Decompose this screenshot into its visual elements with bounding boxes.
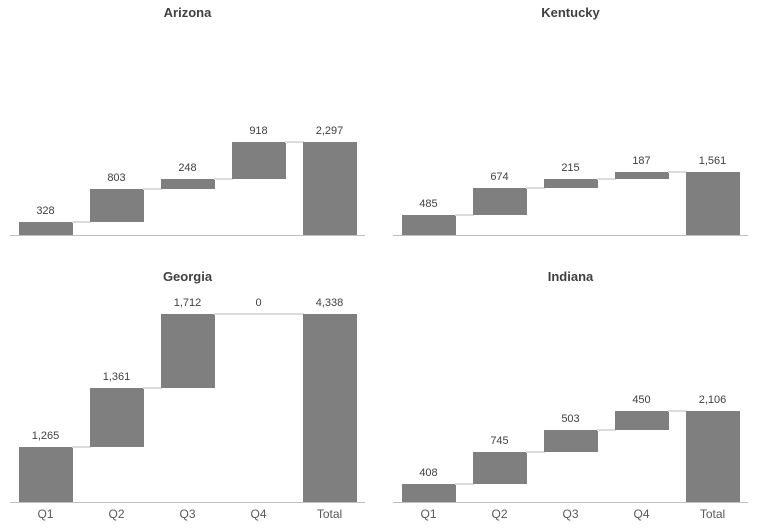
bar-q4 [614, 171, 669, 180]
connector-line [667, 409, 687, 412]
data-label: 2,297 [315, 124, 344, 137]
zero-value-bar-q4 [231, 313, 286, 316]
data-label: 485 [419, 198, 438, 211]
bar-q2 [472, 187, 527, 216]
bar-total [685, 410, 740, 502]
chart-title-kentucky: Kentucky [541, 5, 600, 20]
connector-line [142, 188, 162, 191]
data-label: 0 [255, 297, 262, 310]
bar-q3 [543, 430, 598, 453]
plot-area-georgia: 1,265 Q1 1,361 Q2 1,712 Q3 0 Q4 4,338 Total [10, 294, 365, 521]
connector-line [667, 170, 687, 173]
bar-q3 [543, 179, 598, 188]
connector-line [213, 313, 233, 316]
data-label: 918 [249, 124, 268, 137]
connector-line [284, 313, 304, 316]
bar-q2 [89, 388, 144, 448]
data-label: 187 [632, 154, 651, 167]
connector-line [525, 451, 545, 454]
data-label: 674 [490, 170, 509, 183]
data-label: 215 [561, 162, 580, 175]
chart-indiana: Indiana 408 Q1 745 Q2 503 Q3 450 Q4 2,106 Total [383, 264, 766, 528]
plot-area-arizona: 328 803 248 918 2,297 [10, 40, 365, 236]
x-axis-label-q1: Q1 [420, 507, 437, 521]
data-label: 503 [561, 413, 580, 426]
x-axis-label-total: Total [699, 507, 726, 521]
connector-line [284, 140, 304, 143]
connector-line [454, 214, 474, 217]
connector-line [71, 446, 91, 449]
data-label: 1,561 [698, 154, 727, 167]
bar-q2 [472, 452, 527, 485]
bar-q1 [401, 215, 456, 235]
connector-line [525, 186, 545, 189]
x-axis-label-q3: Q3 [179, 507, 196, 521]
x-axis-label-q3: Q3 [562, 507, 579, 521]
x-axis-label-q4: Q4 [633, 507, 650, 521]
bar-q3 [160, 179, 215, 190]
data-label: 745 [490, 435, 509, 448]
data-label: 450 [632, 393, 651, 406]
bar-q1 [18, 221, 73, 235]
x-axis-label-q4: Q4 [250, 507, 267, 521]
chart-kentucky: Kentucky 485 674 215 187 1,561 [383, 0, 766, 264]
connector-line [71, 220, 91, 223]
data-label: 408 [419, 467, 438, 480]
bar-total [685, 171, 740, 235]
bar-q1 [401, 484, 456, 502]
plot-area-kentucky: 485 674 215 187 1,561 [393, 40, 748, 236]
connector-line [454, 483, 474, 486]
data-label: 4,338 [315, 297, 344, 310]
connector-line [142, 387, 162, 390]
x-axis-label-q2: Q2 [108, 507, 125, 521]
bar-q3 [160, 314, 215, 389]
x-axis-label-q2: Q2 [491, 507, 508, 521]
x-axis-label-q1: Q1 [37, 507, 54, 521]
bar-total [302, 314, 357, 502]
connector-line [213, 177, 233, 180]
chart-arizona: Arizona 328 803 248 918 2,297 [0, 0, 383, 264]
data-label: 2,106 [698, 393, 727, 406]
bar-q2 [89, 189, 144, 222]
data-label: 1,265 [31, 430, 60, 443]
connector-line [596, 178, 616, 181]
data-label: 1,712 [173, 297, 202, 310]
connector-line [596, 429, 616, 432]
data-label: 803 [107, 172, 126, 185]
bar-q4 [231, 141, 286, 179]
data-label: 1,361 [102, 371, 131, 384]
chart-title-arizona: Arizona [163, 5, 212, 20]
bar-q1 [18, 447, 73, 502]
x-axis-label-total: Total [316, 507, 343, 521]
plot-area-indiana: 408 Q1 745 Q2 503 Q3 450 Q4 2,106 Total [393, 294, 748, 521]
chart-title-indiana: Indiana [547, 269, 594, 284]
data-label: 248 [178, 161, 197, 174]
data-label: 328 [36, 204, 55, 217]
bar-q4 [614, 410, 669, 431]
bar-total [302, 141, 357, 235]
chart-georgia: Georgia 1,265 Q1 1,361 Q2 1,712 Q3 0 Q4 4,338 Tot… [0, 264, 383, 528]
chart-title-georgia: Georgia [162, 269, 213, 284]
